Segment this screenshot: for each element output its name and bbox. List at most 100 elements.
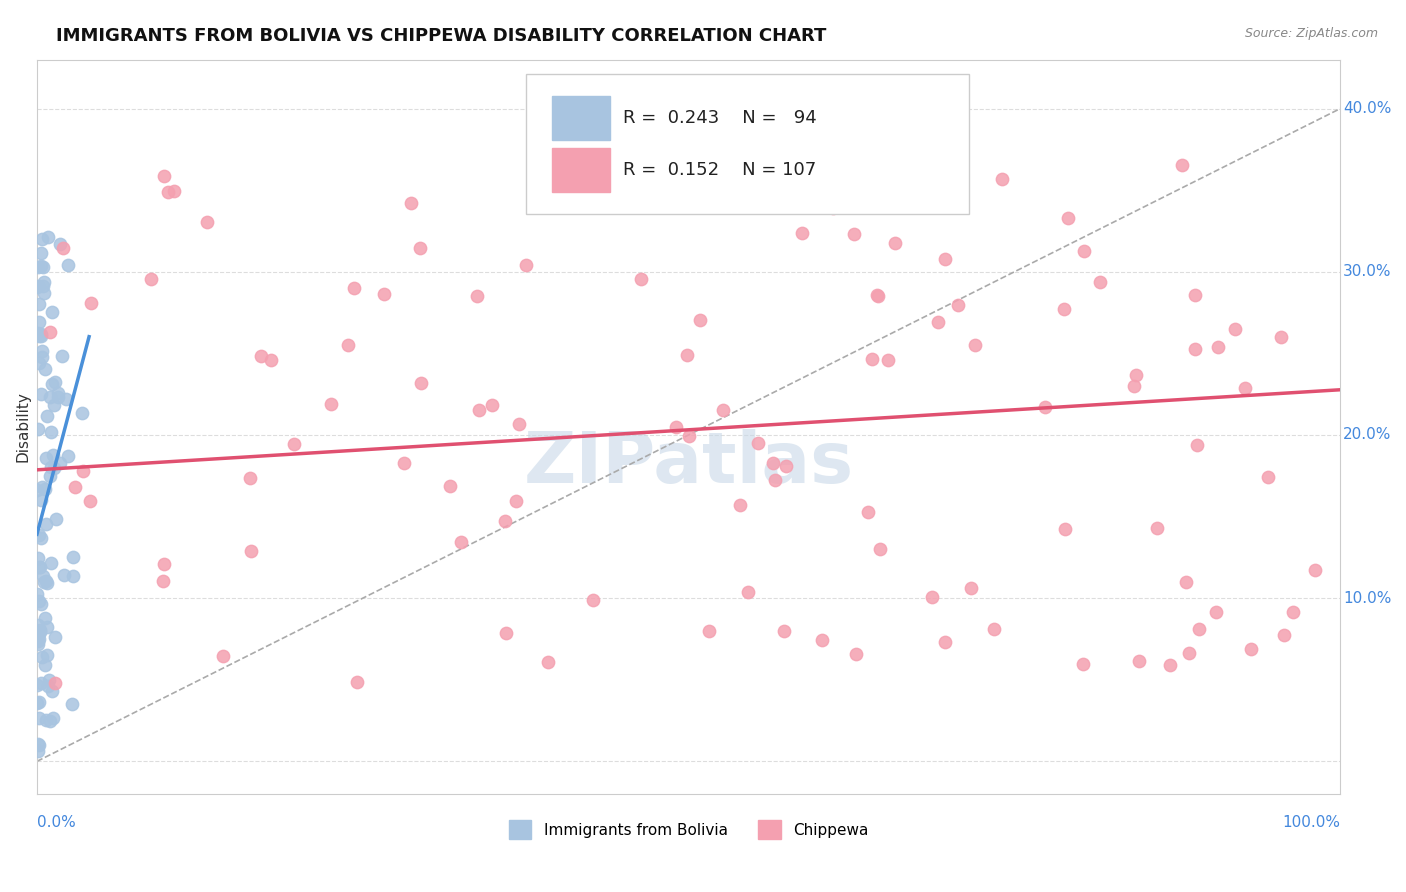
Point	[1303, 562, 1326, 576]
Point	[41, 711, 63, 725]
Point	[28, 329, 51, 343]
Point	[678, 429, 700, 443]
Point	[212, 649, 235, 664]
Point	[63, 480, 86, 494]
Point	[860, 351, 883, 366]
Point	[346, 675, 368, 690]
Point	[80, 296, 103, 310]
Point	[450, 534, 472, 549]
Point	[28, 739, 51, 753]
Point	[152, 574, 174, 588]
Point	[51, 349, 73, 363]
Point	[1073, 244, 1095, 258]
Point	[1225, 322, 1247, 336]
Point	[392, 456, 415, 470]
Point	[439, 478, 461, 492]
Point	[28, 625, 51, 640]
Point	[1270, 330, 1292, 344]
Point	[401, 195, 423, 210]
Text: 0.0%: 0.0%	[37, 814, 76, 830]
Point	[845, 647, 868, 661]
Point	[1281, 605, 1303, 619]
Point	[1274, 628, 1296, 642]
Point	[239, 471, 262, 485]
Point	[30, 329, 52, 343]
Point	[30, 623, 52, 637]
Point	[1188, 623, 1211, 637]
Point	[983, 622, 1005, 636]
Point	[337, 338, 360, 352]
Point	[28, 594, 51, 608]
Point	[31, 344, 53, 359]
Point	[30, 597, 52, 611]
FancyBboxPatch shape	[526, 74, 969, 214]
Point	[30, 676, 52, 690]
Point	[42, 448, 65, 462]
Point	[1159, 658, 1181, 673]
Point	[56, 258, 79, 272]
Point	[27, 422, 49, 436]
Text: 10.0%: 10.0%	[1343, 591, 1392, 606]
Point	[1057, 211, 1080, 226]
Text: ZIPatlas: ZIPatlas	[523, 429, 853, 498]
Point	[31, 232, 53, 246]
Point	[250, 349, 273, 363]
Point	[141, 271, 163, 285]
Point	[1185, 438, 1208, 452]
Point	[34, 658, 56, 673]
Point	[527, 188, 550, 202]
Point	[239, 543, 262, 558]
Point	[35, 516, 58, 531]
Point	[27, 744, 49, 758]
Point	[515, 259, 537, 273]
Point	[467, 289, 489, 303]
Point	[467, 403, 489, 417]
Point	[866, 287, 889, 301]
Point	[821, 201, 844, 215]
Point	[842, 227, 865, 241]
Point	[39, 460, 62, 475]
Point	[343, 281, 366, 295]
Point	[30, 245, 52, 260]
Point	[27, 696, 49, 710]
Point	[25, 587, 48, 601]
Point	[689, 312, 711, 326]
Point	[28, 315, 51, 329]
Point	[481, 398, 503, 412]
Point	[713, 403, 735, 417]
Point	[28, 632, 51, 646]
Point	[195, 214, 218, 228]
Point	[1184, 288, 1206, 302]
Point	[582, 593, 605, 607]
Text: Source: ZipAtlas.com: Source: ZipAtlas.com	[1244, 27, 1378, 40]
Legend: Immigrants from Bolivia, Chippewa: Immigrants from Bolivia, Chippewa	[502, 814, 875, 845]
Point	[35, 575, 58, 590]
Point	[1234, 381, 1257, 395]
Text: IMMIGRANTS FROM BOLIVIA VS CHIPPEWA DISABILITY CORRELATION CHART: IMMIGRANTS FROM BOLIVIA VS CHIPPEWA DISA…	[56, 27, 827, 45]
Point	[495, 626, 517, 640]
Point	[773, 624, 796, 638]
Point	[960, 581, 983, 595]
Point	[27, 560, 49, 574]
Point	[27, 637, 49, 651]
Bar	[551, 148, 610, 192]
Point	[34, 361, 56, 376]
Point	[35, 409, 58, 423]
Point	[27, 678, 49, 692]
Point	[41, 305, 63, 319]
Point	[27, 260, 49, 274]
Point	[537, 656, 560, 670]
Point	[30, 326, 52, 341]
Point	[42, 399, 65, 413]
Text: R =  0.243    N =   94: R = 0.243 N = 94	[623, 110, 817, 128]
Point	[30, 625, 52, 640]
Point	[1128, 654, 1150, 668]
Point	[28, 559, 51, 574]
Point	[27, 483, 49, 497]
Point	[934, 634, 956, 648]
Point	[35, 713, 58, 727]
Point	[27, 634, 49, 648]
Point	[30, 259, 52, 273]
Point	[1088, 275, 1111, 289]
Point	[38, 714, 60, 728]
